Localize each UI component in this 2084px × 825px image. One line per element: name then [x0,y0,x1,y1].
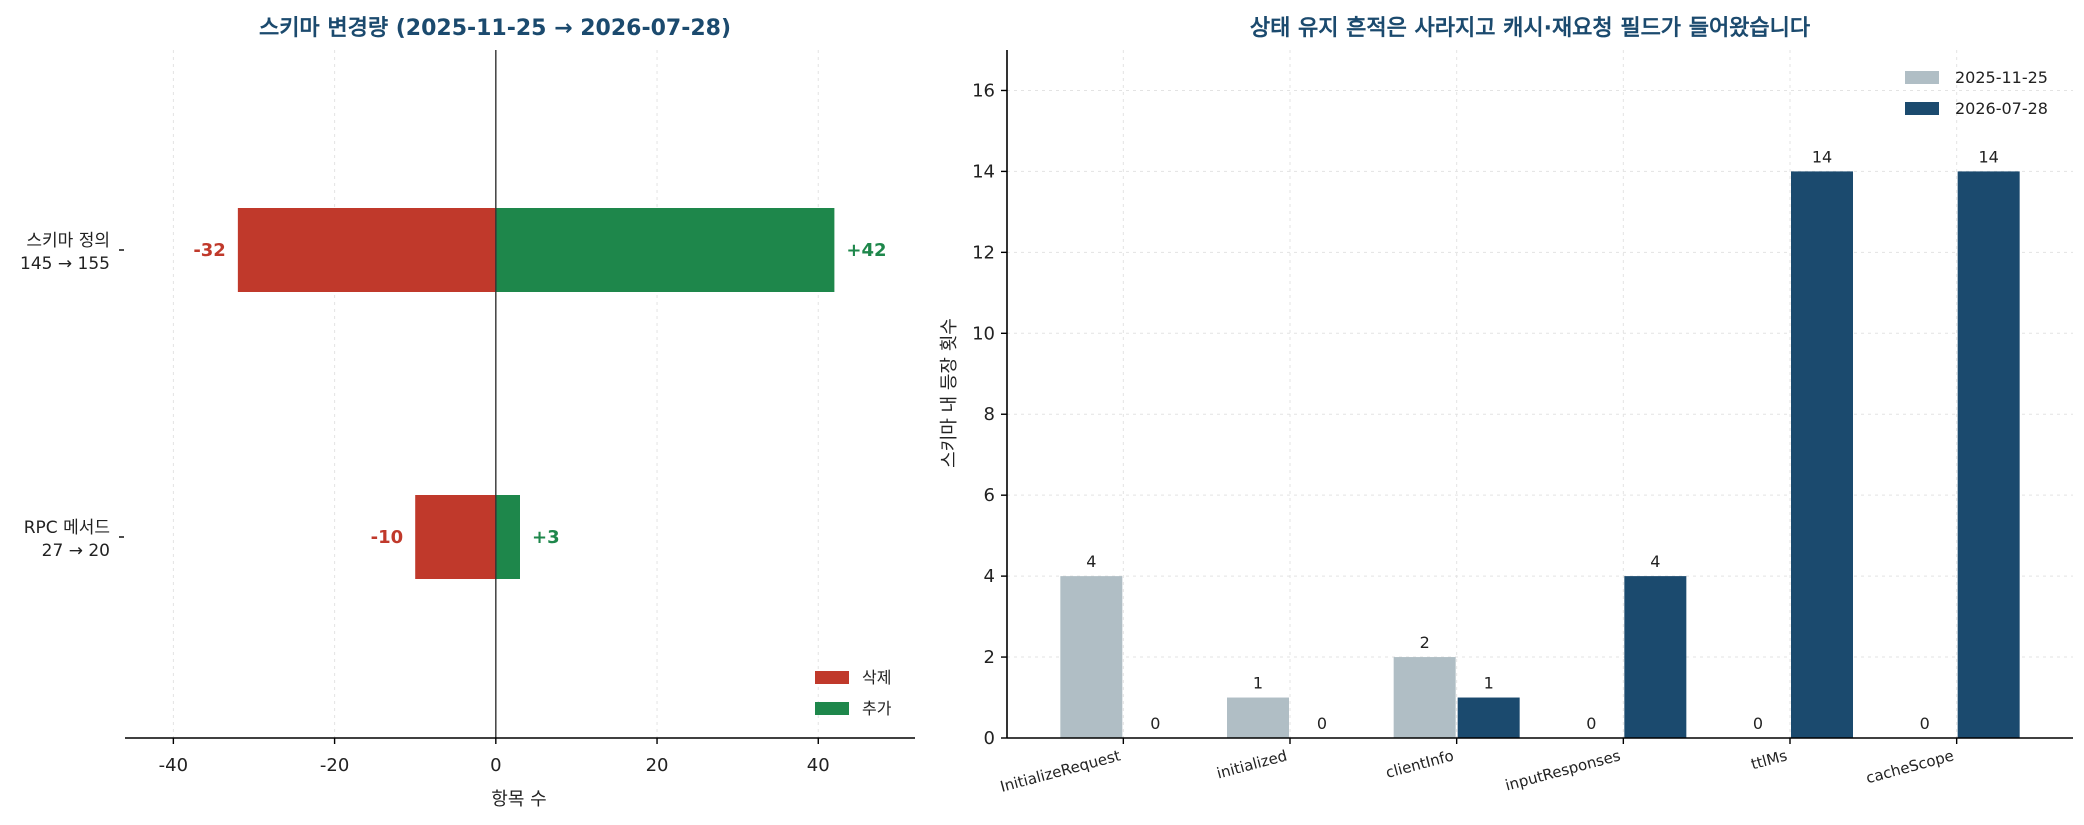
left-chart-axes [125,50,915,739]
right-x-category-label-2: clientInfo [1384,746,1456,781]
left-bar-value-label-1-0: +42 [846,240,886,261]
right-bar-value-label-1-5: 14 [1978,147,1998,166]
left-x-tick-label-0: -40 [159,755,188,776]
left-bar-added-1 [495,495,520,579]
right-y-tick-label-6: 12 [972,242,995,263]
left-bar-deleted-1 [415,495,496,579]
left-bar-value-label-1-1: +3 [532,527,560,548]
right-chart-bars: 4 0 1 0 2 1 0 4 0 14 0 14 [1060,147,2020,739]
right-x-category-label-1: initialized [1215,746,1289,782]
right-bar-new-4 [1791,171,1853,739]
left-bar-value-label-0-0: -32 [193,240,226,261]
right-y-tick-label-5: 10 [972,323,995,344]
right-y-tick-label-1: 2 [984,647,995,668]
right-chart-y-axis-label: 스키마 내 등장 횟수 [939,318,960,468]
left-chart-x-axis-label: 항목 수 [491,789,546,810]
right-bar-value-label-1-3: 4 [1650,552,1660,571]
right-x-category-label-3: inputResponses [1503,746,1622,794]
left-x-tick-label-2: 0 [490,755,501,776]
left-bar-value-label-0-1: -10 [371,527,404,548]
right-bar-new-3 [1624,576,1687,738]
left-legend-label-1: 추가 [862,699,892,718]
right-bar-value-label-1-4: 14 [1812,147,1832,166]
right-bar-new-5 [1957,171,2020,739]
left-chart-x-ticks: -40 -20 0 20 40 [159,738,830,776]
right-legend-label-1: 2026-07-28 [1955,99,2048,118]
right-y-tick-label-3: 6 [984,485,995,506]
right-y-tick-label-7: 14 [972,161,995,182]
right-y-tick-label-4: 8 [984,404,995,425]
right-bar-value-label-0-5: 0 [1920,714,1930,733]
right-bar-value-label-0-0: 4 [1086,552,1096,571]
right-legend-swatch-0 [1905,71,1939,84]
left-chart-bars: -32 -10 +42 +3 [193,208,887,579]
right-bar-value-label-1-2: 1 [1484,674,1494,693]
left-category-label-line2-1: 27 → 20 [42,541,110,561]
right-y-tick-label-0: 0 [984,728,995,749]
left-legend-label-0: 삭제 [862,668,891,687]
left-legend-swatch-0 [815,671,849,684]
right-bar-value-label-0-4: 0 [1753,714,1763,733]
right-chart-grid [1007,50,2073,738]
right-bar-value-label-0-3: 0 [1586,714,1596,733]
right-chart-field-occurrences: 상태 유지 흔적은 사라지고 캐시·재요청 필드가 들어왔습니다 4010210… [939,16,2073,796]
left-category-label-line1-0: 스키마 정의 [26,231,110,251]
right-bar-old-0 [1060,576,1123,738]
right-legend-label-0: 2025-11-25 [1955,68,2048,87]
right-chart-y-ticks: 0 2 4 6 8 10 12 14 16 [972,80,1007,749]
right-x-category-label-4: ttlMs [1749,746,1789,773]
right-bar-value-label-0-2: 2 [1420,633,1430,652]
right-x-category-label-5: cacheScope [1864,746,1956,787]
left-legend-swatch-1 [815,702,849,715]
right-chart-x-category-labels: InitializeRequest initialized clientInfo in… [998,738,1958,796]
right-bar-old-1 [1227,697,1289,738]
right-y-tick-label-2: 4 [984,566,995,587]
right-y-tick-label-8: 16 [972,80,995,101]
left-bar-deleted-0 [237,208,496,292]
left-x-tick-label-4: 40 [807,755,830,776]
right-bar-value-label-1-1: 0 [1317,714,1327,733]
left-category-label-line1-1: RPC 메서드 [24,518,110,538]
left-x-tick-label-1: -20 [320,755,349,776]
left-bar-added-0 [495,208,835,292]
right-x-category-label-0: InitializeRequest [998,746,1122,795]
left-chart-category-labels: 스키마 정의 145 → 155 RPC 메서드 27 → 20 [20,231,124,561]
right-legend-swatch-1 [1905,102,1939,115]
right-bar-new-2 [1457,697,1520,738]
left-chart-title: 스키마 변경량 (2025-11-25 → 2026-07-28) [259,16,731,41]
left-x-tick-label-3: 20 [646,755,669,776]
right-bar-old-2 [1393,657,1456,738]
left-category-label-line2-0: 145 → 155 [20,254,110,274]
right-chart-title: 상태 유지 흔적은 사라지고 캐시·재요청 필드가 들어왔습니다 [1250,16,1811,41]
left-chart-change-volume: 스키마 변경량 (2025-11-25 → 2026-07-28) -32 -10… [20,16,915,810]
right-chart-legend: 2025-11-25 2026-07-28 [1905,68,2048,118]
right-bar-value-label-0-1: 1 [1253,674,1263,693]
right-bar-value-label-1-0: 0 [1150,714,1160,733]
right-chart-axes [1006,50,2073,739]
